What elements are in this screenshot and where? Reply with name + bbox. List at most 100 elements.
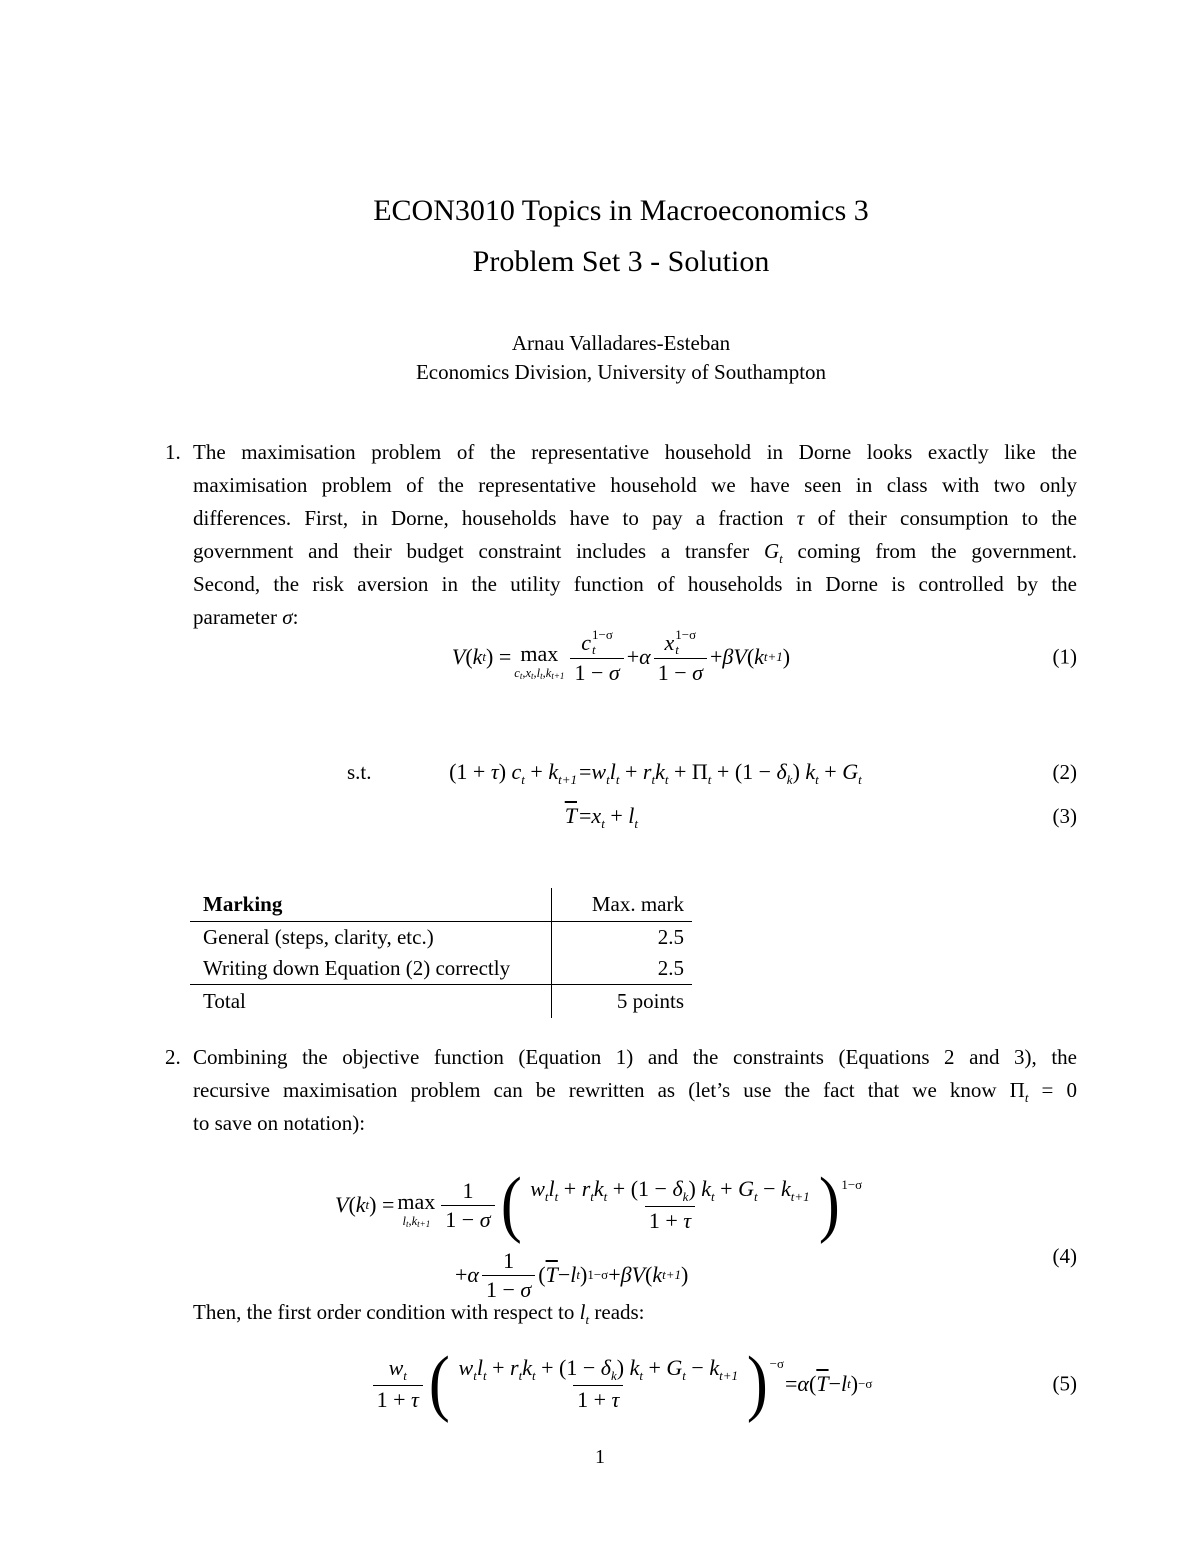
math-fragment: coming from the government.	[782, 539, 1077, 563]
math-fragment: =	[785, 1371, 798, 1396]
math-fragment: +	[714, 1176, 739, 1201]
document-title-line2: Problem Set 3 - Solution	[472, 245, 770, 278]
math-fragment: l	[609, 759, 616, 784]
table-cell-mark: 2.5	[657, 956, 684, 980]
math-fragment: k	[781, 1176, 791, 1201]
math-fragment: c 1−σ t	[577, 627, 617, 659]
math-fragment: T	[816, 1371, 829, 1396]
math-fragment: 1 −	[445, 1206, 480, 1232]
equation-3-row: T =xt + lt (3)	[165, 796, 1077, 836]
math-fragment: t	[576, 1267, 581, 1282]
math-fragment: t	[711, 1189, 715, 1204]
math-fragment: 1 − σ	[653, 658, 707, 686]
math-fragment: 1	[503, 1247, 515, 1273]
math-fragment: σ	[282, 605, 293, 629]
equation-2-row: s.t. (1 + τ) ct + kt+1 =wtlt + rtkt + Πt…	[165, 752, 1077, 792]
equation-4-label: (4)	[1052, 1244, 1078, 1268]
math-fragment: ct,xt,lt,kt+1	[514, 667, 564, 681]
math-fragment: k	[805, 759, 816, 784]
math-fragment: max	[397, 1189, 436, 1214]
math-fragment: Second, the risk aversion in the utility…	[193, 572, 1077, 596]
math-fragment: t	[634, 816, 638, 831]
math-fragment: −	[757, 1176, 782, 1201]
table-header-marking: Marking	[190, 888, 552, 922]
math-fragment: ) =	[369, 1192, 395, 1217]
math-fragment: l	[548, 1176, 555, 1201]
math-fragment: )	[498, 759, 512, 784]
math-fragment: +	[619, 759, 643, 784]
table-cell-criterion: General (steps, clarity, etc.)	[190, 921, 552, 953]
math-fragment: k	[655, 759, 665, 784]
math-fragment: +	[626, 644, 640, 669]
math-fragment: l	[476, 1355, 483, 1380]
math-fragment: t+1	[558, 772, 577, 787]
math-fragment: α	[467, 1262, 479, 1287]
math-fragment: t	[664, 772, 669, 787]
table-row: General (steps, clarity, etc.) 2.5	[190, 921, 692, 953]
math-fragment: t	[779, 551, 783, 566]
math-fragment: (wtlt + rtkt + (1 − δk) kt + Gt − kt+1 1 …	[427, 1342, 784, 1425]
math-fragment: t	[615, 772, 620, 787]
math-fragment: k	[682, 1189, 689, 1204]
math-fragment: k	[355, 1192, 366, 1217]
author-affiliation: Economics Division, University of Southa…	[415, 360, 827, 384]
table-cell-criterion: Writing down Equation (2) correctly	[190, 953, 552, 985]
table-cell-total-label: Total	[190, 984, 552, 1018]
math-fragment: +	[818, 759, 843, 784]
paragraph-line: government and their budget constraint i…	[193, 535, 1077, 568]
math-fragment: x	[525, 666, 532, 680]
math-fragment: c 1−σ t 1 − σ	[570, 627, 624, 687]
item-2-paragraph: Combining the objective function (Equati…	[193, 1041, 1077, 1140]
math-fragment: τ	[490, 759, 499, 784]
math-fragment: k	[709, 1355, 720, 1380]
math-fragment: τ	[796, 506, 805, 530]
equation-4: V (k t) = max lt,kt+1 1 1 − σ(wtlt + rtkt + …	[165, 1162, 1077, 1308]
math-fragment: wt 1 + τ	[372, 1355, 423, 1413]
math-fragment: +	[455, 1262, 468, 1287]
math-fragment: 1	[499, 1248, 518, 1275]
math-fragment: t	[482, 1368, 487, 1383]
math-fragment: :	[292, 605, 299, 629]
math-fragment: max ct,xt,lt,kt+1	[514, 643, 564, 681]
math-fragment: G	[666, 1355, 683, 1380]
math-fragment: t	[639, 1368, 643, 1383]
math-fragment: )	[746, 1342, 768, 1425]
math-fragment: τ	[683, 1208, 692, 1233]
math-fragment: α	[639, 644, 651, 669]
item-1-number: 1.	[165, 440, 181, 464]
math-fragment: +	[604, 803, 629, 828]
math-fragment: =	[579, 803, 592, 828]
table-cell-mark: 2.5	[551, 921, 692, 953]
equation-2-lhs: (1 + τ) ct + kt+1	[165, 752, 579, 800]
math-fragment: l	[536, 666, 541, 680]
math-fragment: 1−σ	[587, 1267, 609, 1282]
math-fragment: l	[570, 1262, 577, 1287]
math-fragment: = 0	[1028, 1078, 1077, 1102]
math-fragment: t	[531, 671, 534, 681]
math-fragment: t	[403, 1368, 407, 1383]
paragraph-line: Combining the objective function (Equati…	[193, 1041, 1077, 1074]
math-fragment: t	[592, 642, 596, 658]
math-fragment: +	[558, 1176, 582, 1201]
math-fragment: max	[520, 641, 559, 666]
math-fragment: −σ	[858, 1376, 873, 1391]
math-fragment: t	[519, 671, 523, 681]
math-fragment: t	[473, 1368, 477, 1383]
math-fragment: −	[828, 1371, 841, 1396]
math-fragment: k	[610, 1368, 617, 1383]
math-fragment: k	[548, 759, 559, 784]
math-fragment: 1 + τ	[372, 1385, 423, 1413]
math-fragment: 1 − σ	[481, 1274, 536, 1303]
math-fragment: σ	[479, 1206, 491, 1232]
paragraph-line: maximisation problem of the representati…	[193, 469, 1077, 502]
math-fragment: 1 +	[376, 1387, 412, 1412]
math-fragment: reads:	[589, 1300, 645, 1324]
math-fragment: l	[840, 1371, 848, 1396]
math-fragment: δ	[672, 1176, 683, 1201]
math-fragment: (	[428, 1342, 450, 1425]
math-fragment: t	[554, 1189, 559, 1204]
